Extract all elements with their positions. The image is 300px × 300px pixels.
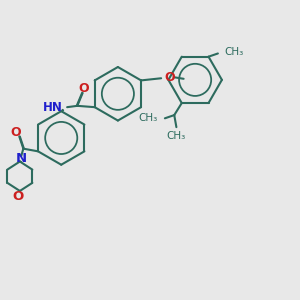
Text: CH₃: CH₃ xyxy=(138,113,158,123)
Text: O: O xyxy=(10,126,21,139)
Text: CH₃: CH₃ xyxy=(167,131,186,141)
Text: O: O xyxy=(164,71,175,84)
Text: O: O xyxy=(79,82,89,95)
Text: HN: HN xyxy=(43,101,63,114)
Text: CH₃: CH₃ xyxy=(225,47,244,57)
Text: N: N xyxy=(16,152,27,165)
Text: O: O xyxy=(12,190,23,203)
